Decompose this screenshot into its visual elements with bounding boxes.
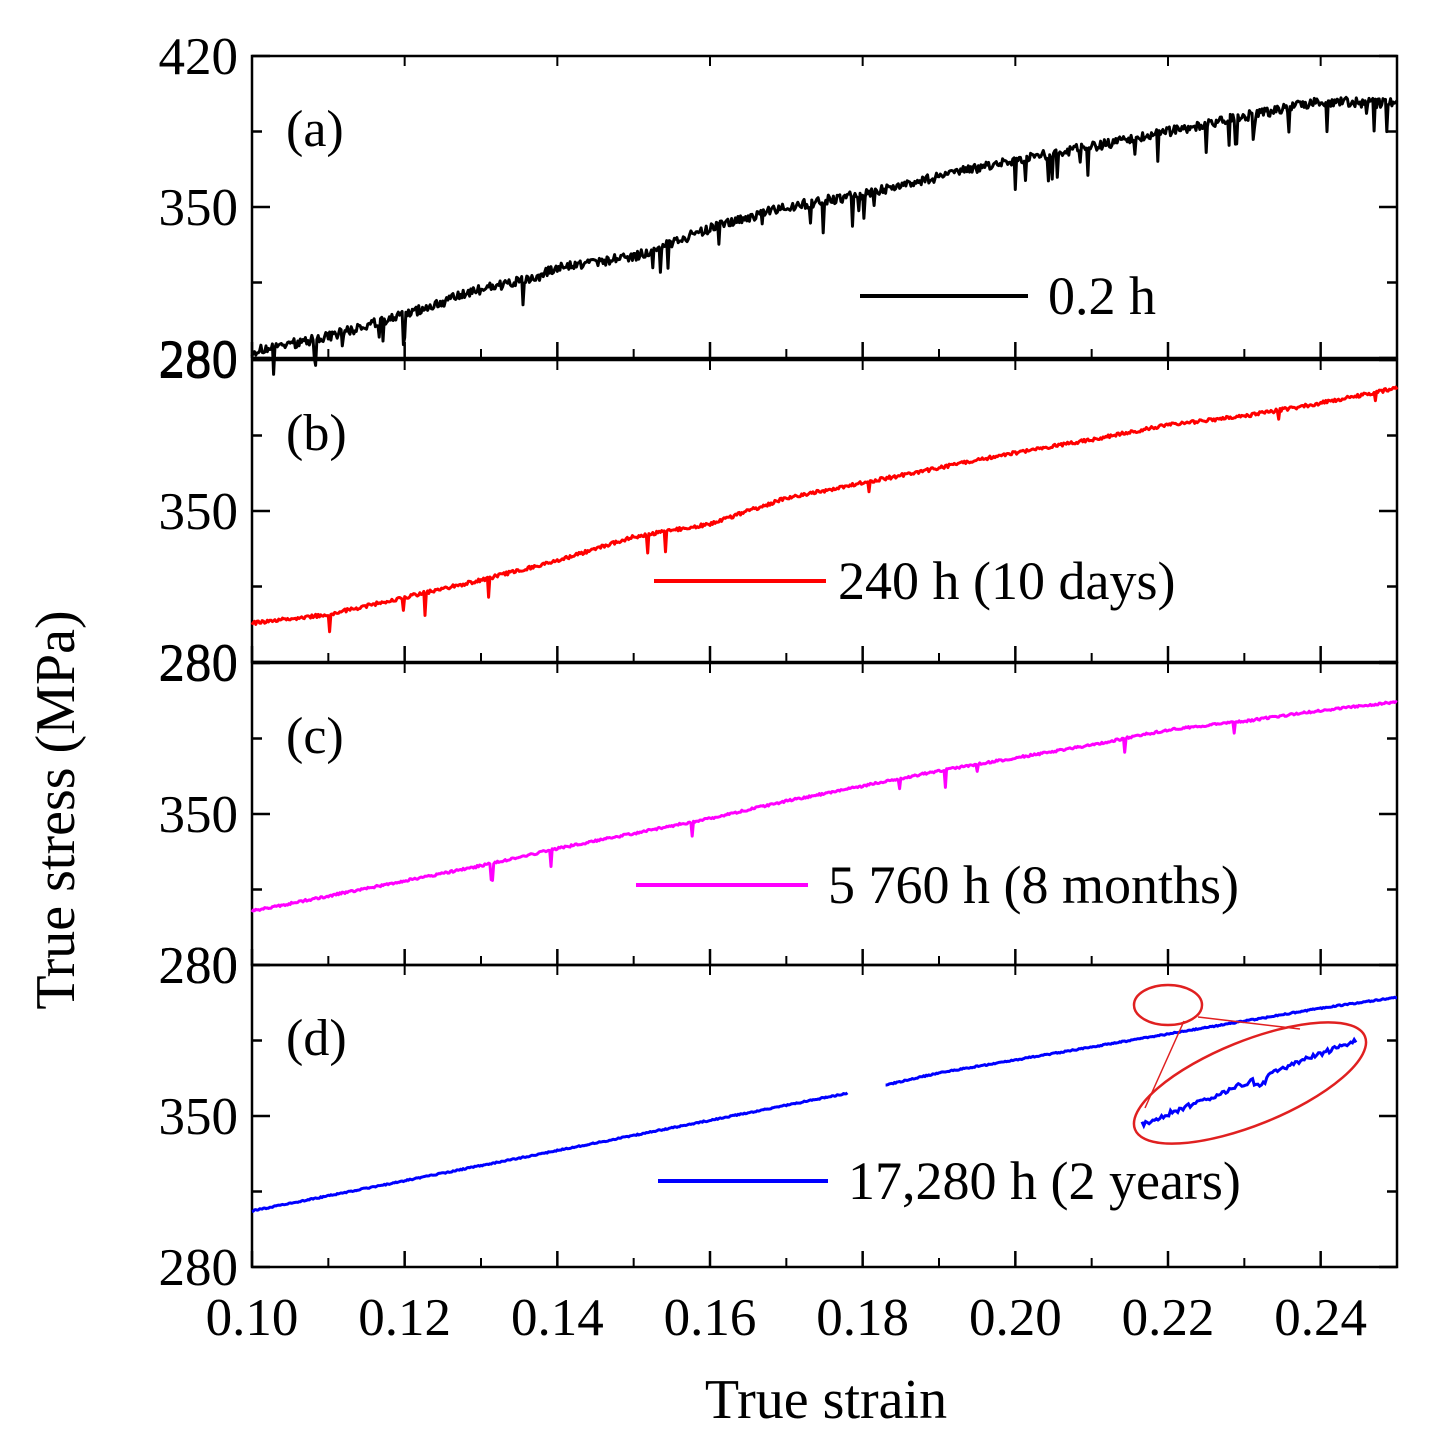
x-tick-label: 0.18 [816,1289,909,1347]
y-tick-label: 280 [159,330,239,388]
inset-ellipse [1132,1021,1368,1145]
x-tick-label: 0.20 [969,1289,1062,1347]
panels: 280 350 420 (a) 0.2 h 280 350 280 (b) 240 h (10 d… [159,28,1399,1297]
series-line-a [250,95,1399,376]
y-tick-label: 350 [159,179,239,237]
inset-connector [1144,1020,1185,1109]
x-axis-title: True strain [705,1369,947,1431]
panel-frame [250,358,1399,664]
panel-c: 280 350 280 (c) 5 760 h (8 months) [159,635,1399,995]
y-tick-label: 280 [159,937,239,995]
panel-d: 280 350 280 (d) 17,280 h (2 years) [159,937,1399,1297]
y-tick-label: 280 [159,332,239,390]
legend-label: 17,280 h (2 years) [848,1151,1241,1211]
series-line-b [250,385,1399,634]
legend-label: 240 h (10 days) [838,551,1175,611]
y-tick-label: 420 [159,28,239,86]
x-tick-label: 0.10 [206,1289,299,1347]
y-tick-label: 350 [159,786,239,844]
panel-label: (a) [286,101,344,158]
panel-a: 280 350 420 (a) 0.2 h [159,28,1399,388]
legend-label: 0.2 h [1048,266,1156,326]
x-axis: 0.10 0.12 0.14 0.16 0.18 0.20 0.22 0.24 [206,1289,1367,1347]
series-line-d [251,995,1398,1213]
legend: 0.2 h [860,266,1156,326]
panel-b: 280 350 280 (b) 240 h (10 days) [159,332,1399,692]
panel-label: (c) [286,708,344,765]
x-tick-label: 0.12 [358,1289,451,1347]
y-tick-label: 280 [159,635,239,693]
panel-frame [250,963,1399,1269]
inset-series-line [1140,1036,1358,1130]
legend-label: 5 760 h (8 months) [828,855,1239,915]
panel-frame [250,661,1399,967]
panel-label: (b) [286,405,347,462]
y-tick-label: 350 [159,483,239,541]
highlight-ellipse [1132,983,1204,1027]
panel-label: (d) [286,1010,347,1067]
inset-zoom [1132,983,1368,1145]
y-tick-label: 350 [159,1088,239,1146]
legend: 5 760 h (8 months) [636,855,1239,915]
inset-connector [1197,1016,1301,1030]
x-tick-label: 0.22 [1122,1289,1215,1347]
y-axis-title: True stress (MPa) [25,610,87,1009]
y-tick-label: 280 [159,937,239,995]
x-tick-label: 0.16 [664,1289,757,1347]
series-line-c [250,700,1398,913]
legend: 17,280 h (2 years) [658,1151,1241,1211]
x-tick-label: 0.24 [1274,1289,1367,1347]
x-tick-label: 0.14 [511,1289,604,1347]
y-tick-label: 280 [159,634,239,692]
legend: 240 h (10 days) [654,551,1175,611]
y-tick-label: 280 [159,1239,239,1297]
